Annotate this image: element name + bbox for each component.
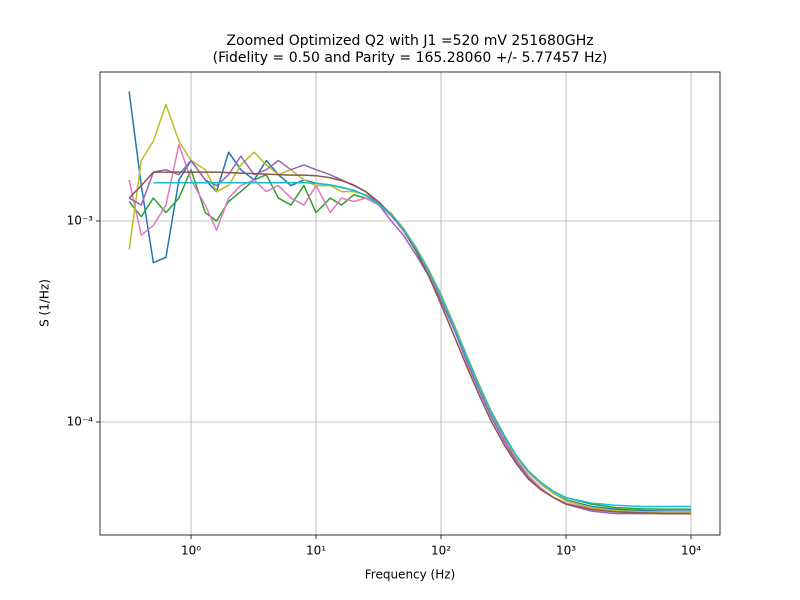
series-line	[128, 171, 691, 515]
x-tick-label: 10⁴	[681, 544, 701, 558]
chart-subtitle: (Fidelity = 0.50 and Parity = 165.28060 …	[213, 50, 608, 66]
y-tick-label: 10⁻⁴	[67, 414, 94, 428]
plot-frame	[99, 71, 721, 536]
y-tick-label: 10⁻³	[67, 213, 94, 227]
x-tick-label: 10³	[556, 544, 576, 558]
x-tick-label: 10⁰	[181, 544, 201, 558]
x-axis-label: Frequency (Hz)	[365, 568, 456, 582]
x-tick-label: 10¹	[306, 544, 326, 558]
y-axis-label: S (1/Hz)	[38, 279, 52, 327]
chart-title: Zoomed Optimized Q2 with J1 =520 mV 2516…	[226, 33, 593, 49]
series-line	[153, 181, 691, 508]
x-tick-label: 10²	[431, 544, 451, 558]
